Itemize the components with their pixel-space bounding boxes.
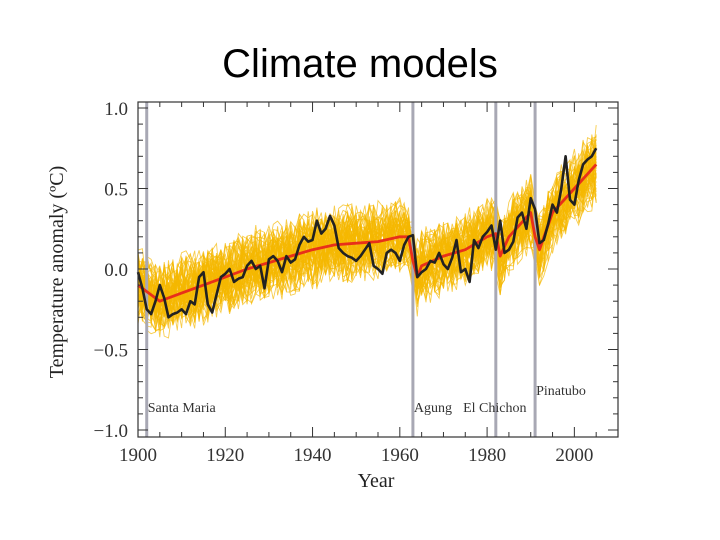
x-tick-label: 1940 — [294, 445, 332, 466]
volcano-label: Santa Maria — [148, 401, 217, 416]
axis-ticks — [137, 102, 619, 437]
ensemble-mean-line — [137, 163, 598, 303]
model-run-line — [137, 162, 597, 318]
y-axis-label: Temperature anomaly (ºC) — [46, 166, 68, 379]
x-tick-label: 1980 — [468, 445, 506, 466]
x-tick-label: 1960 — [381, 445, 419, 466]
observations-line — [136, 147, 598, 319]
y-tick-label: 1.0 — [104, 99, 128, 120]
x-tick-label: 1920 — [206, 445, 244, 466]
series-lines — [136, 147, 598, 319]
axis-tick-labels: 1900 1920 1940 1960 1980 2000 1.0 0.5 0.0 −0.5 −1.… — [94, 99, 594, 466]
slide-title: Climate models — [222, 42, 498, 86]
model-ensemble-runs — [137, 125, 597, 339]
x-tick-label: 2000 — [555, 445, 593, 466]
volcano-label: Pinatubo — [536, 384, 586, 399]
x-tick-label: 1900 — [119, 445, 157, 466]
y-tick-label: 0.0 — [104, 260, 128, 281]
y-tick-label: −1.0 — [94, 421, 128, 442]
y-tick-label: 0.5 — [104, 180, 128, 201]
volcano-labels: Santa Maria Agung El Chichon Pinatubo — [148, 384, 586, 416]
x-axis-label: Year — [358, 470, 395, 492]
y-tick-label: −0.5 — [94, 341, 128, 362]
volcano-lines — [145, 102, 537, 437]
volcano-label: Agung — [414, 401, 452, 416]
volcano-label: El Chichon — [463, 401, 526, 416]
